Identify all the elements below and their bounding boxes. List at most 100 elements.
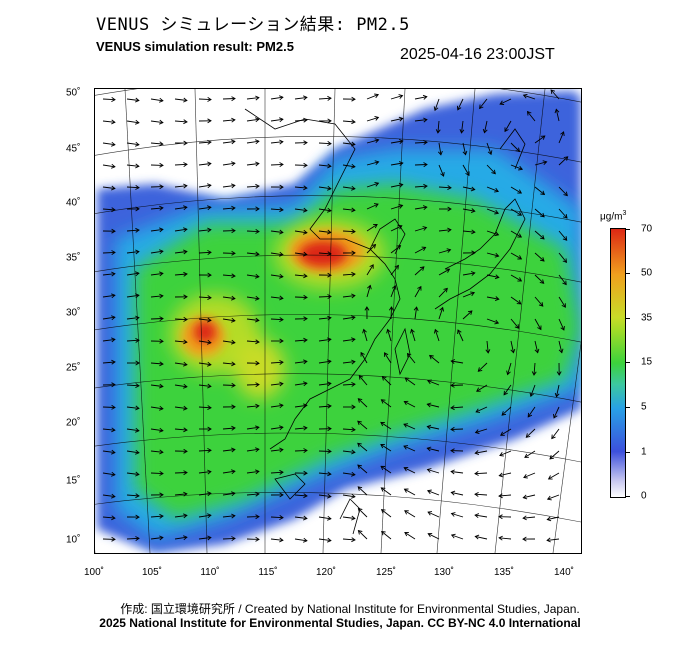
wind-arrowhead <box>279 425 284 431</box>
wind-arrowhead <box>135 293 140 299</box>
wind-arrowhead <box>522 93 528 99</box>
wind-arrow <box>246 97 259 100</box>
wind-arrowhead <box>327 141 332 146</box>
wind-arrowhead <box>135 383 140 389</box>
wind-arrowhead <box>501 411 507 416</box>
wind-arrow <box>198 251 212 254</box>
wind-arrowhead <box>159 338 164 344</box>
wind-arrow <box>550 89 560 100</box>
wind-arrowhead <box>538 302 544 307</box>
wind-arrowhead <box>183 361 188 367</box>
wind-arrow <box>558 274 567 285</box>
wind-arrowhead <box>540 135 546 140</box>
wind-arrow <box>390 225 402 232</box>
wind-arrow <box>126 406 139 409</box>
wind-arrowhead <box>506 370 511 376</box>
wind-arrowhead <box>462 150 468 156</box>
wind-arrowhead <box>413 306 419 311</box>
wind-arrowhead <box>207 272 212 278</box>
wind-arrow <box>380 422 392 430</box>
wind-arrow <box>451 534 464 540</box>
wind-arrow <box>198 184 211 188</box>
wind-arrowhead <box>500 431 505 436</box>
wind-arrowhead <box>380 487 386 492</box>
wind-arrowhead <box>562 258 568 263</box>
wind-arrow <box>534 161 547 166</box>
wind-arrow <box>524 450 536 458</box>
wind-arrow <box>342 338 355 342</box>
wind-arrowhead <box>560 325 565 331</box>
wind-arrow <box>102 186 115 189</box>
colorbar-unit-text: μg/m <box>600 211 623 223</box>
wind-arrow <box>198 492 211 496</box>
wind-arrow <box>126 384 140 387</box>
colorbar-label: 35 <box>641 312 653 324</box>
wind-arrow <box>390 306 392 320</box>
wind-arrowhead <box>491 169 496 175</box>
wind-arrow <box>342 273 356 276</box>
wind-arrowhead <box>435 129 441 134</box>
wind-arrowhead <box>255 317 260 323</box>
wind-arrow <box>381 531 392 540</box>
wind-arrow <box>246 470 259 474</box>
wind-arrow <box>390 140 403 144</box>
wind-arrowhead <box>364 306 370 311</box>
wind-arrow <box>510 318 520 329</box>
wind-arrowhead <box>366 284 372 290</box>
wind-arrowhead <box>207 317 212 323</box>
wind-arrowhead <box>327 315 332 321</box>
wind-arrowhead <box>303 95 308 101</box>
wind-arrow <box>434 98 440 111</box>
wind-arrowhead <box>159 271 164 277</box>
pm25-map <box>94 88 582 554</box>
wind-arrow <box>407 353 416 364</box>
wind-arrowhead <box>135 315 140 321</box>
wind-arrowhead <box>111 493 116 499</box>
wind-arrowhead <box>183 271 188 277</box>
wind-arrowhead <box>351 359 356 365</box>
wind-arrow <box>547 538 560 541</box>
wind-arrow <box>246 252 259 255</box>
wind-arrowhead <box>542 160 548 166</box>
wind-arrowhead <box>135 206 140 212</box>
wind-vectors <box>102 89 569 543</box>
wind-arrow <box>342 450 355 453</box>
wind-arrow <box>270 141 283 144</box>
wind-arrowhead <box>351 271 356 277</box>
wind-arrow <box>174 514 187 518</box>
wind-arrowhead <box>360 351 365 357</box>
wind-arrow <box>150 250 163 254</box>
wind-arrow <box>102 472 115 476</box>
wind-arrowhead <box>467 310 473 315</box>
wind-arrow <box>294 516 307 519</box>
wind-arrow <box>438 268 450 276</box>
wind-arrow <box>462 292 475 298</box>
wind-arrow <box>498 494 512 497</box>
wind-arrowhead <box>403 400 409 406</box>
wind-arrow <box>462 142 467 155</box>
wind-arrowhead <box>207 295 212 301</box>
wind-arrowhead <box>563 191 568 197</box>
wind-arrowhead <box>135 97 140 103</box>
wind-arrowhead <box>279 162 284 167</box>
wind-arrow <box>438 186 452 189</box>
wind-arrowhead <box>183 535 188 541</box>
wind-arrowhead <box>534 348 540 354</box>
wind-arrowhead <box>419 266 425 271</box>
wind-arrow <box>174 98 187 101</box>
wind-arrowhead <box>470 291 476 297</box>
wind-arrowhead <box>510 348 516 354</box>
wind-arrow <box>558 318 565 331</box>
wind-arrow <box>150 120 163 124</box>
wind-arrow <box>150 428 163 432</box>
wind-arrow <box>438 249 451 254</box>
wind-arrow <box>270 274 283 278</box>
wind-arrow <box>357 486 368 496</box>
wind-arrow <box>534 318 542 330</box>
wind-arrowhead <box>357 464 362 470</box>
wind-arrow <box>461 120 464 133</box>
lon-tick: 115˚ <box>258 567 278 578</box>
wind-arrowhead <box>255 425 260 431</box>
wind-arrowhead <box>279 317 284 322</box>
wind-arrow <box>451 491 464 496</box>
